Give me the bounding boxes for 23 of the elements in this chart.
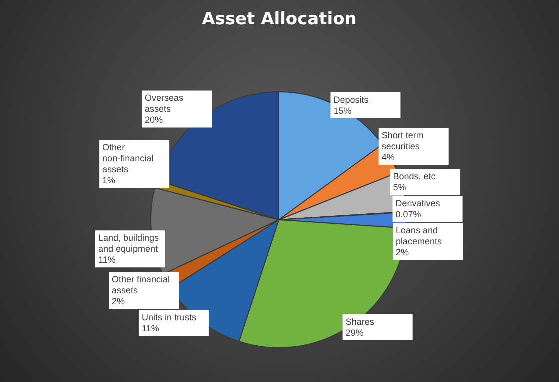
slice-label: Bonds, etc bbox=[393, 172, 436, 182]
data-label: 11% bbox=[98, 255, 116, 266]
data-label: 15% bbox=[334, 106, 352, 116]
slice-label: Other non-financial assets bbox=[102, 142, 156, 175]
slice-label: Other financial assets bbox=[112, 274, 173, 296]
data-label: 11% bbox=[142, 323, 160, 334]
chart-title: Asset Allocation bbox=[202, 10, 357, 30]
data-label: 1% bbox=[102, 176, 116, 186]
slice-label: Short term securities bbox=[382, 130, 426, 152]
slice-label: Loans and placements bbox=[396, 226, 443, 247]
slice-label: Overseas assets bbox=[145, 93, 186, 114]
slice-label: Shares bbox=[346, 316, 375, 327]
data-label: 0.07% bbox=[396, 210, 422, 220]
slice-label: Units in trusts bbox=[142, 312, 197, 322]
data-label: 2% bbox=[396, 248, 410, 258]
data-label: 29% bbox=[346, 328, 364, 338]
slice-label: Deposits bbox=[334, 94, 370, 105]
data-label: 4% bbox=[382, 152, 395, 163]
data-label: 5% bbox=[393, 182, 406, 193]
slice-label: Derivatives bbox=[396, 198, 441, 209]
data-label: 20% bbox=[145, 115, 164, 126]
data-label: 2% bbox=[112, 296, 126, 306]
slice-label: Land, buildings and equipment bbox=[98, 233, 162, 254]
